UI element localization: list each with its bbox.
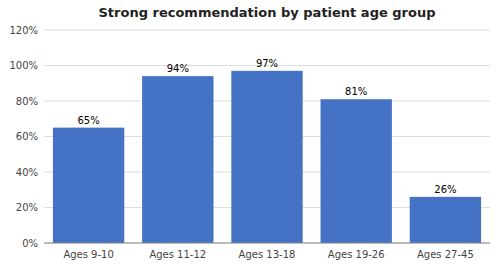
y-tick-label: 120% bbox=[9, 25, 38, 36]
x-axis: Ages 9-10 Ages 11-12 Ages 13-18 Ages 19-26 A… bbox=[44, 243, 490, 260]
y-axis: 0% 20% 40% 60% 80% 100% 120% bbox=[9, 25, 490, 249]
chart-title: Strong recommendation by patient age gro… bbox=[99, 5, 436, 20]
bar bbox=[321, 99, 392, 243]
x-tick-label: Ages 19-26 bbox=[328, 249, 385, 260]
y-tick-label: 80% bbox=[16, 96, 38, 107]
bar bbox=[231, 71, 302, 243]
x-tick-label: Ages 13-18 bbox=[239, 249, 296, 260]
bar bbox=[53, 128, 124, 243]
y-tick-label: 0% bbox=[22, 238, 38, 249]
data-label: 94% bbox=[167, 63, 189, 74]
x-tick-label: Ages 9-10 bbox=[63, 249, 113, 260]
data-label: 81% bbox=[345, 86, 367, 97]
data-label: 26% bbox=[434, 184, 456, 195]
y-tick-label: 20% bbox=[16, 202, 38, 213]
bar bbox=[142, 76, 213, 243]
y-tick-label: 100% bbox=[9, 60, 38, 71]
chart-container: Strong recommendation by patient age gro… bbox=[0, 0, 500, 269]
y-tick-label: 40% bbox=[16, 167, 38, 178]
chart-svg: Strong recommendation by patient age gro… bbox=[0, 0, 500, 269]
bars bbox=[53, 71, 481, 243]
x-axis-line bbox=[44, 243, 490, 244]
y-tick-label: 60% bbox=[16, 131, 38, 142]
data-label: 97% bbox=[256, 58, 278, 69]
grid-line bbox=[44, 243, 490, 244]
x-tick-label: Ages 27-45 bbox=[417, 249, 474, 260]
data-labels: 65% 94% 97% 81% 26% bbox=[77, 58, 456, 195]
x-tick-label: Ages 11-12 bbox=[149, 249, 206, 260]
data-label: 65% bbox=[77, 115, 99, 126]
bar bbox=[410, 197, 481, 243]
grid-line bbox=[44, 30, 490, 31]
